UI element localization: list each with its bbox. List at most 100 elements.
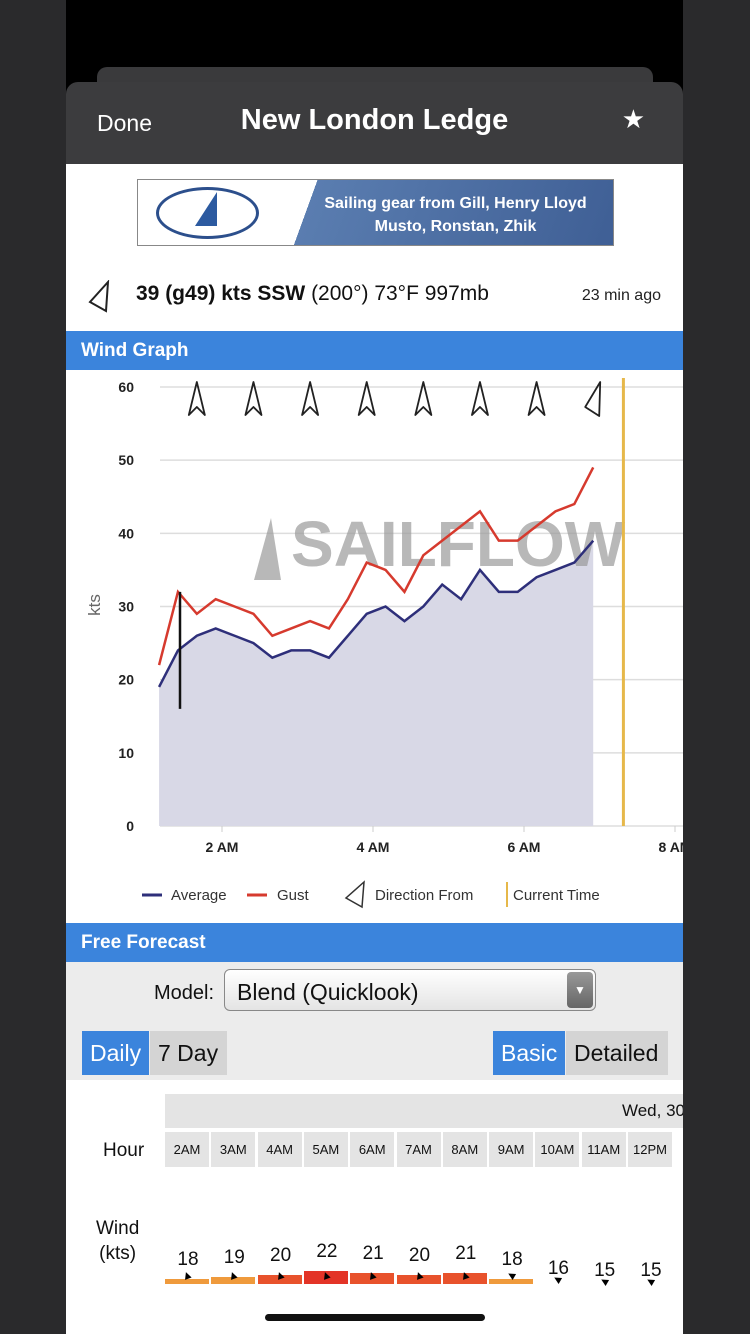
right-backdrop xyxy=(683,0,750,1334)
wind-value: 18 xyxy=(501,1248,523,1270)
direction-arrow-icon xyxy=(301,381,319,416)
daily-toggle[interactable]: Daily xyxy=(82,1031,150,1075)
wind-graph-header: Wind Graph xyxy=(66,331,683,370)
wind-bar: ▲ xyxy=(442,1266,487,1284)
wind-value: 15 xyxy=(640,1260,662,1281)
x-tick-label: 6 AM xyxy=(508,839,541,855)
wind-value: 19 xyxy=(223,1246,245,1268)
current-observation: 39 (g49) kts SSW (200°) 73°F 997mb 23 mi… xyxy=(66,274,683,318)
left-backdrop xyxy=(0,0,66,1334)
model-value: Blend (Quicklook) xyxy=(237,979,419,1005)
hour-cell: 12PM xyxy=(628,1132,672,1167)
average-line xyxy=(157,539,595,688)
hour-cell: 9AM xyxy=(489,1132,534,1167)
wind-direction-icon: ▲ xyxy=(410,1266,427,1284)
hour-cell: 6AM xyxy=(350,1132,395,1167)
wind-value: 20 xyxy=(408,1245,431,1266)
hour-cell: 7AM xyxy=(396,1132,441,1167)
wind-label-2: (kts) xyxy=(99,1243,137,1264)
x-tick-label: 2 AM xyxy=(206,839,239,855)
wind-direction-icon: ▲ xyxy=(456,1266,473,1284)
wind-direction-icon: ▲ xyxy=(364,1266,381,1284)
direction-arrow-icon xyxy=(357,381,376,416)
ad-banner[interactable]: Sailing gear from Gill, Henry Lloyd Musto… xyxy=(137,179,614,246)
star-icon[interactable]: ★ xyxy=(621,104,645,134)
sailing-supply-logo xyxy=(156,187,259,239)
sailflow-watermark: SAILFLOW xyxy=(291,508,626,580)
forecast-date: Wed, 30 xyxy=(165,1094,683,1128)
home-indicator[interactable] xyxy=(265,1314,485,1321)
wind-speed: 39 (g49) kts SSW xyxy=(136,282,306,305)
wind-graph[interactable]: 0 10 20 30 40 50 60 kts 2 AM 4 AM 6 AM 8 AM SAILFLOW… xyxy=(66,370,683,923)
wind-label-1: Wind xyxy=(96,1218,140,1239)
hour-cell: 8AM xyxy=(442,1132,487,1167)
x-tick-label: 8 AM xyxy=(659,839,683,855)
hour-cell: 10AM xyxy=(535,1132,580,1167)
seven-day-toggle[interactable]: 7 Day xyxy=(150,1031,227,1075)
forecast-controls: Model: Blend (Quicklook) ▼ Daily 7 Day Ba… xyxy=(66,962,683,1080)
done-button[interactable]: Done xyxy=(97,110,152,136)
direction-arrow-icon xyxy=(527,381,546,416)
observation-age: 23 min ago xyxy=(581,287,661,304)
wind-bar: ▲ xyxy=(303,1266,348,1284)
sailflow-logo-sail xyxy=(254,518,281,580)
direction-arrow-icon xyxy=(244,381,263,416)
direction-arrow-icon xyxy=(584,381,602,417)
wind-value: 21 xyxy=(362,1243,384,1265)
direction-arrow-icon xyxy=(414,381,433,416)
hour-cell: 4AM xyxy=(257,1132,302,1167)
wind-bar: ▲ xyxy=(211,1266,256,1284)
wind-value: 20 xyxy=(270,1245,292,1266)
wind-bar: ▲ xyxy=(165,1266,209,1284)
gust-line xyxy=(157,466,595,666)
legend-direction: Direction From xyxy=(375,887,473,904)
wind-direction-icon: ▲ xyxy=(271,1266,288,1284)
model-select[interactable]: Blend (Quicklook) ▼ xyxy=(224,969,596,1011)
hour-cell: 3AM xyxy=(211,1132,256,1167)
wind-value: 22 xyxy=(316,1241,338,1263)
spot-content: Sailing gear from Gill, Henry Lloyd Musto… xyxy=(66,164,683,1334)
wind-bar: ▲ xyxy=(489,1266,534,1284)
wind-direction-icon xyxy=(88,280,110,313)
legend-gust: Gust xyxy=(277,887,310,904)
wind-direction-icon: ▲ xyxy=(225,1266,242,1284)
average-area xyxy=(159,540,594,826)
model-label: Model: xyxy=(154,982,215,1004)
chevron-down-icon: ▼ xyxy=(567,972,593,1008)
hour-cell: 5AM xyxy=(303,1132,348,1167)
ad-text-2: Musto, Ronstan, Zhik xyxy=(374,218,537,235)
legend-direction-icon xyxy=(344,880,365,909)
observation-details: (200°) 73°F 997mb xyxy=(305,282,489,305)
detailed-toggle[interactable]: Detailed xyxy=(566,1031,668,1075)
wind-bar: ▲ xyxy=(350,1266,395,1284)
hour-cell: 2AM xyxy=(165,1132,209,1167)
y-tick-label: 30 xyxy=(118,599,134,615)
direction-arrow-icon xyxy=(187,381,206,416)
y-tick-label: 40 xyxy=(118,525,134,541)
y-tick-label: 0 xyxy=(126,818,134,834)
wind-value: 15 xyxy=(594,1260,616,1281)
y-tick-label: 10 xyxy=(118,745,134,761)
wind-bar: ▲ xyxy=(257,1266,302,1284)
wind-value: 18 xyxy=(177,1248,199,1270)
x-tick-label: 4 AM xyxy=(357,839,390,855)
free-forecast-header: Free Forecast xyxy=(66,923,683,962)
wind-value: 16 xyxy=(547,1258,569,1280)
y-axis-label: kts xyxy=(85,594,104,616)
basic-toggle[interactable]: Basic xyxy=(493,1031,566,1075)
wind-direction-icon: ▲ xyxy=(317,1266,334,1284)
legend-current-time: Current Time xyxy=(513,887,600,904)
y-tick-label: 60 xyxy=(118,379,134,395)
hour-label: Hour xyxy=(103,1140,145,1161)
page-title: New London Ledge xyxy=(240,104,509,136)
hour-cell: 11AM xyxy=(581,1132,626,1167)
wind-bar: ▲ xyxy=(396,1266,441,1284)
wind-value: 21 xyxy=(455,1243,477,1265)
wind-label: Wind (kts) xyxy=(96,1216,139,1266)
legend-average: Average xyxy=(171,887,227,904)
y-tick-label: 20 xyxy=(118,672,134,688)
nav-header: Done New London Ledge ★ xyxy=(66,82,683,164)
direction-arrow-icon xyxy=(471,381,489,416)
ad-text-1: Sailing gear from Gill, Henry Lloyd xyxy=(324,195,587,212)
y-tick-label: 50 xyxy=(118,452,134,468)
